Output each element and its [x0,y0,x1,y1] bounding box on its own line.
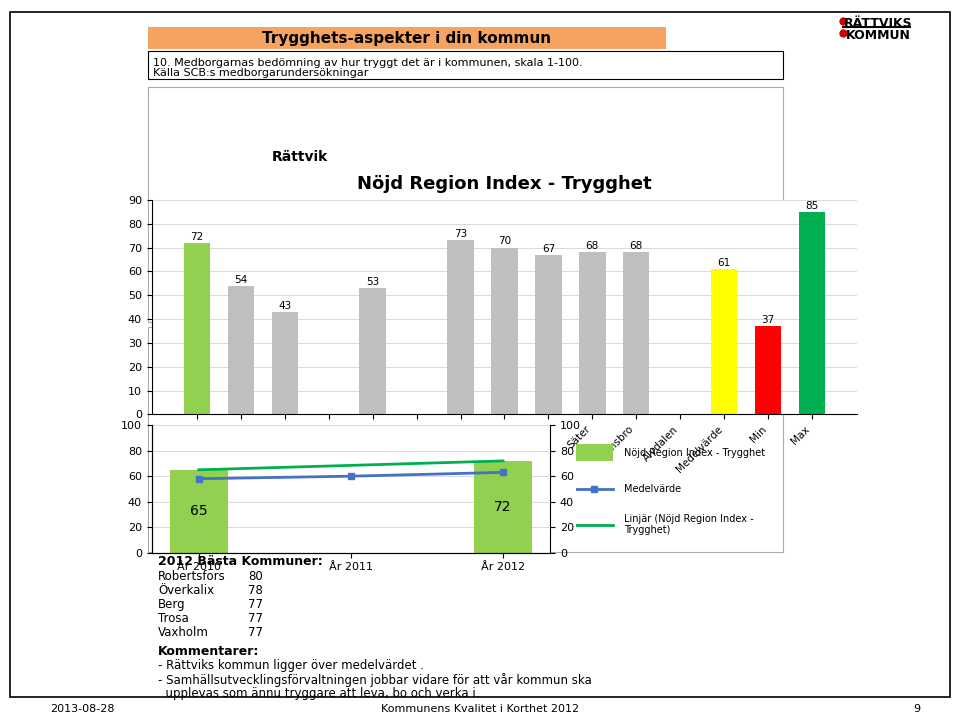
Bar [492,248,517,414]
Text: 77: 77 [248,626,263,639]
Text: Trosa: Trosa [158,612,189,625]
FancyBboxPatch shape [148,27,666,49]
Text: 53: 53 [366,277,379,287]
Bar [579,252,606,414]
Text: 10. Medborgarnas bedömning av hur tryggt det är i kommunen, skala 1-100.: 10. Medborgarnas bedömning av hur tryggt… [153,58,583,68]
Text: 72: 72 [494,499,512,514]
Bar [799,212,826,414]
Text: Medelvärde: Medelvärde [624,484,682,494]
Text: 65: 65 [190,504,207,518]
Text: 9: 9 [913,704,920,714]
Text: 61: 61 [717,258,731,268]
Text: 37: 37 [761,315,775,325]
Text: Källa SCB:s medborgarundersökningar: Källa SCB:s medborgarundersökningar [153,68,369,78]
Text: 43: 43 [278,301,292,310]
Text: Robertsfors: Robertsfors [158,570,226,583]
Text: Nöjd Region Index - Trygghet: Nöjd Region Index - Trygghet [624,448,765,458]
Text: Rättvik: Rättvik [272,150,328,164]
Bar [359,288,386,414]
Text: Kommunens Kvalitet i Korthet 2012: Kommunens Kvalitet i Korthet 2012 [381,704,579,714]
Text: 70: 70 [498,236,511,246]
FancyBboxPatch shape [10,12,950,697]
Text: KOMMUN: KOMMUN [846,29,910,42]
Text: 67: 67 [541,244,555,254]
Bar [474,461,532,553]
Text: 2013-08-28: 2013-08-28 [50,704,114,714]
Text: 68: 68 [586,241,599,251]
Text: - Samhällsutvecklingsförvaltningen jobbar vidare för att vår kommun ska: - Samhällsutvecklingsförvaltningen jobba… [158,673,591,687]
Text: Kommentarer:: Kommentarer: [158,645,259,658]
Text: Linjär (Nöjd Region Index -
Trygghet): Linjär (Nöjd Region Index - Trygghet) [624,514,754,535]
Text: 77: 77 [248,598,263,611]
Bar [755,326,781,414]
Title: Nöjd Region Index - Trygghet: Nöjd Region Index - Trygghet [357,174,652,193]
Text: 73: 73 [454,229,468,239]
Text: Trygghets-aspekter i din kommun: Trygghets-aspekter i din kommun [262,31,552,46]
Text: upplevas som ännu tryggare att leva, bo och verka i.: upplevas som ännu tryggare att leva, bo … [158,687,479,700]
Bar [170,470,228,553]
Text: RÄTTVIKS: RÄTTVIKS [844,17,912,30]
Bar [183,243,210,414]
Bar [536,254,562,414]
FancyBboxPatch shape [576,444,612,461]
Text: - Rättviks kommun ligger över medelvärdet .: - Rättviks kommun ligger över medelvärde… [158,659,424,672]
Text: 2012 Bästa Kommuner:: 2012 Bästa Kommuner: [158,555,323,568]
Text: 78: 78 [248,584,263,597]
FancyBboxPatch shape [148,51,783,79]
Bar [711,269,737,414]
Bar [272,312,298,414]
Text: 80: 80 [248,570,263,583]
Text: 68: 68 [630,241,643,251]
Text: 77: 77 [248,612,263,625]
Text: 85: 85 [805,201,819,211]
Text: Berg: Berg [158,598,185,611]
Text: 72: 72 [190,232,204,241]
Bar [228,286,254,414]
Text: Vaxholm: Vaxholm [158,626,209,639]
Text: Överkalix: Överkalix [158,584,214,597]
Bar [447,241,473,414]
Text: 54: 54 [234,275,248,284]
Bar [623,252,650,414]
